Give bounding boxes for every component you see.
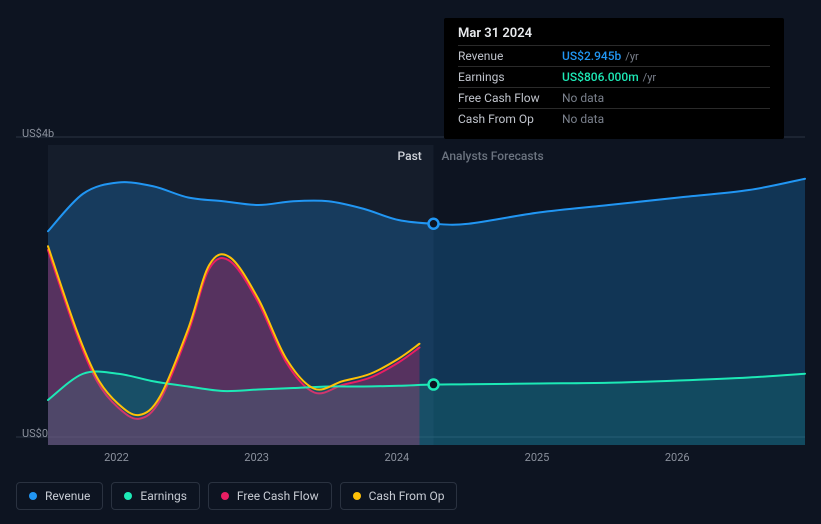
tooltip-row-label: Free Cash Flow — [458, 91, 562, 105]
tooltip-row-unit: /yr — [625, 50, 638, 63]
legend-item-cash-from-op[interactable]: Cash From Op — [340, 482, 458, 510]
legend-label-revenue: Revenue — [45, 489, 90, 503]
tooltip-row: EarningsUS$806.000m/yr — [458, 66, 770, 87]
tooltip-row-label: Earnings — [458, 70, 562, 84]
legend-dot-revenue — [29, 492, 37, 500]
tooltip-row: RevenueUS$2.945b/yr — [458, 45, 770, 66]
legend-item-free-cash-flow[interactable]: Free Cash Flow — [208, 482, 332, 510]
y-axis-label-bottom: US$0 — [22, 427, 48, 440]
x-tick: 2023 — [244, 451, 269, 464]
legend-label-earnings: Earnings — [140, 489, 187, 503]
tooltip-row-label: Cash From Op — [458, 112, 562, 126]
legend-item-earnings[interactable]: Earnings — [111, 482, 200, 510]
legend-item-revenue[interactable]: Revenue — [16, 482, 103, 510]
tooltip-row-nodata: No data — [562, 91, 604, 105]
tooltip-row: Cash From OpNo data — [458, 108, 770, 129]
legend-dot-earnings — [124, 492, 132, 500]
tooltip-row-unit: /yr — [643, 71, 656, 84]
tooltip-row-label: Revenue — [458, 49, 562, 63]
section-label-past: Past — [398, 149, 422, 163]
tooltip-row-nodata: No data — [562, 112, 604, 126]
tooltip-date: Mar 31 2024 — [458, 26, 770, 45]
legend-label-free-cash-flow: Free Cash Flow — [237, 489, 319, 503]
x-tick: 2024 — [384, 451, 409, 464]
x-tick: 2026 — [665, 451, 690, 464]
y-axis-label-top: US$4b — [22, 127, 54, 140]
legend-dot-free-cash-flow — [221, 492, 229, 500]
tooltip-row-value: US$806.000m — [562, 70, 639, 84]
tooltip-row-value: US$2.945b — [562, 49, 621, 63]
x-tick: 2025 — [525, 451, 550, 464]
x-tick: 2022 — [104, 451, 129, 464]
legend-dot-cash-from-op — [353, 492, 361, 500]
tooltip-row: Free Cash FlowNo data — [458, 87, 770, 108]
section-label-forecast: Analysts Forecasts — [442, 149, 544, 163]
earnings-chart-container: { "chart": { "width": 821, "height": 524… — [0, 0, 821, 524]
tooltip: Mar 31 2024 RevenueUS$2.945b/yrEarningsU… — [444, 18, 784, 139]
legend-label-cash-from-op: Cash From Op — [369, 489, 445, 503]
legend: Revenue Earnings Free Cash Flow Cash Fro… — [16, 482, 457, 510]
